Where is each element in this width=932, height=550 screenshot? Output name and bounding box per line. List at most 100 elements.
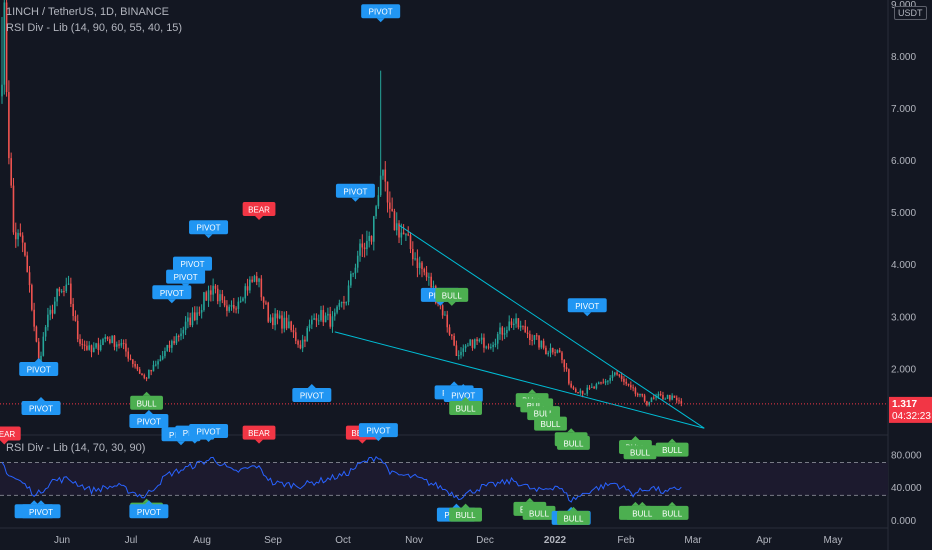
candle-body bbox=[129, 358, 132, 360]
price-label-pivot[interactable]: PIVOT bbox=[361, 4, 401, 23]
price-label-bull[interactable]: BULL bbox=[435, 287, 469, 306]
candle-body bbox=[634, 388, 637, 394]
candle-body bbox=[529, 333, 531, 340]
rsi-label-bear[interactable]: BEAR bbox=[0, 426, 21, 445]
candle-body bbox=[618, 374, 621, 376]
price-tick-label: 8.000 bbox=[891, 52, 916, 63]
candle-body bbox=[329, 313, 331, 327]
indicator-legend[interactable]: RSI Div - Lib (14, 90, 60, 55, 40, 15) bbox=[6, 22, 183, 34]
candle-body bbox=[446, 314, 449, 328]
price-label-pivot[interactable]: PIVOT bbox=[21, 396, 61, 415]
rsi-label-bull-text: BULL bbox=[632, 509, 653, 518]
candle-body bbox=[290, 321, 292, 331]
candle-body bbox=[60, 291, 63, 293]
rsi-label-bull[interactable]: BULL bbox=[522, 501, 556, 520]
candle-body bbox=[508, 321, 510, 331]
candle-body bbox=[327, 313, 329, 316]
rsi-label-bull-arrow bbox=[631, 501, 640, 506]
candle-body bbox=[175, 336, 178, 344]
rsi-label-bull[interactable]: BULL bbox=[449, 503, 482, 522]
price-label-pivot-box bbox=[19, 361, 59, 376]
rsi-label-pivot[interactable]: PIVOT bbox=[129, 500, 169, 519]
candle-body bbox=[251, 279, 253, 282]
candle-body bbox=[648, 402, 650, 405]
rsi-label-bear[interactable]: BEAR bbox=[242, 425, 276, 444]
candle-body bbox=[216, 288, 219, 302]
price-label-bull[interactable]: BULL bbox=[449, 396, 482, 415]
rsi-label-bear-box bbox=[242, 425, 276, 440]
candle-body bbox=[324, 315, 327, 323]
price-label-bear[interactable]: BEAR bbox=[242, 202, 276, 221]
rsi-label-pivot[interactable]: PIVOT bbox=[358, 423, 398, 442]
rsi-label-bull[interactable]: BULL bbox=[655, 501, 689, 520]
rsi-label-bull-arrow bbox=[525, 497, 534, 502]
candle-body bbox=[232, 305, 235, 309]
price-label-pivot[interactable]: PIVOT bbox=[189, 220, 229, 239]
candle-body bbox=[655, 396, 657, 398]
candle-body bbox=[8, 92, 10, 159]
rsi-label-bull[interactable]: BULL bbox=[557, 506, 590, 525]
candle-body bbox=[627, 383, 630, 386]
candle-body bbox=[86, 345, 88, 350]
price-label-pivot[interactable]: PIVOT bbox=[567, 298, 607, 317]
candle-body bbox=[389, 202, 391, 209]
candle-body bbox=[313, 318, 315, 320]
price-label-pivot-box bbox=[361, 4, 401, 19]
candle-body bbox=[512, 323, 515, 325]
price-label-pivot[interactable]: PIVOT bbox=[443, 383, 483, 402]
candle-body bbox=[666, 394, 669, 399]
price-label-pivot-arrow bbox=[436, 301, 445, 306]
price-label-pivot[interactable]: PIVOT bbox=[152, 285, 192, 304]
price-label-pivot-text: PIVOT bbox=[160, 289, 184, 298]
rsi-band-fill bbox=[0, 462, 888, 496]
candle-body bbox=[418, 262, 421, 268]
candle-body bbox=[620, 375, 623, 379]
candle-body bbox=[678, 400, 680, 402]
price-label-bull[interactable]: BULL bbox=[655, 438, 689, 457]
candle-body bbox=[306, 328, 309, 342]
rsi-label-pivot[interactable]: PIVOT bbox=[189, 424, 229, 442]
price-label-pivot[interactable]: PIVOT bbox=[292, 383, 332, 402]
candle-body bbox=[340, 301, 343, 304]
rsi-label-bull-box bbox=[655, 505, 689, 520]
rsi-tick-label: 40.000 bbox=[891, 483, 922, 494]
price-tick-label: 3.000 bbox=[891, 312, 916, 323]
candle-body bbox=[375, 206, 377, 217]
price-label-pivot[interactable]: PIVOT bbox=[129, 409, 169, 428]
candle-body bbox=[675, 397, 678, 401]
time-tick-label: Dec bbox=[476, 535, 494, 546]
price-label-bull-box bbox=[449, 400, 482, 415]
candle-body bbox=[430, 276, 432, 288]
price-label-pivot-box bbox=[152, 285, 192, 300]
rsi-pane-legend[interactable]: RSI Div - Lib (14, 70, 30, 90) bbox=[6, 442, 146, 454]
rsi-label-bull[interactable]: BULL bbox=[625, 501, 659, 520]
price-label-pivot-text: PIVOT bbox=[137, 417, 161, 426]
price-label-pivot[interactable]: PIVOT bbox=[335, 183, 375, 202]
trendline-2 bbox=[334, 331, 705, 429]
price-label-bull[interactable]: BULL bbox=[623, 441, 657, 460]
rsi-label-pivot[interactable]: PIVOT bbox=[21, 500, 61, 519]
price-label-pivot[interactable]: PIVOT bbox=[172, 256, 212, 275]
price-label-pivot-text: PIVOT bbox=[343, 187, 367, 196]
candle-body bbox=[453, 335, 455, 346]
candle-body bbox=[595, 384, 598, 389]
currency-badge[interactable]: USDT bbox=[894, 6, 927, 20]
price-label-pivot[interactable]: PIVOT bbox=[166, 269, 206, 288]
candle-body bbox=[563, 359, 566, 368]
candle-body bbox=[148, 369, 150, 379]
price-label-bull-text: BULL bbox=[456, 404, 477, 413]
price-label-bull[interactable]: BULL bbox=[557, 431, 590, 450]
candle-body bbox=[535, 335, 538, 337]
time-tick-label: Oct bbox=[335, 535, 351, 546]
rsi-label-pivot-box bbox=[358, 423, 398, 438]
candle-body bbox=[506, 330, 508, 334]
price-label-bull-arrow bbox=[539, 402, 548, 407]
price-label-bull[interactable]: BULL bbox=[130, 391, 163, 410]
price-label-pivot-text: PIVOT bbox=[369, 8, 393, 17]
price-label-bull-arrow bbox=[447, 301, 456, 306]
candle-body bbox=[428, 276, 430, 278]
price-label-pivot[interactable]: PIVOT bbox=[19, 357, 59, 376]
candle-body bbox=[359, 243, 361, 256]
price-label-bull[interactable]: BULL bbox=[534, 412, 567, 431]
